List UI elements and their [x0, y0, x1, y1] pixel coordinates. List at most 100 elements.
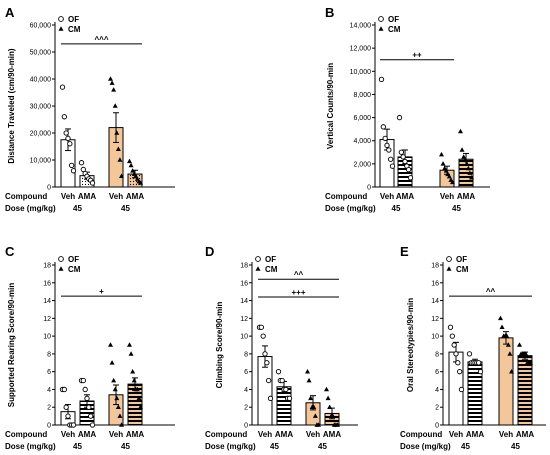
- y-tick-label: 2: [244, 405, 248, 412]
- data-point-OF: [400, 154, 406, 160]
- compound-row-label: Compound: [325, 192, 367, 201]
- data-point-OF: [406, 166, 412, 173]
- y-tick-label: 14,000: [350, 23, 372, 30]
- y-tick-label: 6: [435, 369, 439, 376]
- y-tick-label: 2: [435, 405, 439, 412]
- x-category-label: AMA: [466, 430, 484, 439]
- y-tick-label: 0: [367, 185, 371, 192]
- y-tick-label: 2: [47, 405, 51, 412]
- data-point-CM: [528, 360, 533, 365]
- legend-CM-marker: [446, 266, 452, 271]
- significance-marker: ^^: [294, 270, 304, 279]
- y-tick-label: 14: [431, 298, 439, 305]
- data-point-OF: [396, 114, 403, 121]
- y-axis-label: Oral Stereotypies/90-min: [406, 298, 415, 392]
- data-point-CM: [465, 165, 471, 171]
- data-point-OF: [447, 324, 454, 330]
- y-axis-label: Distance Traveled (cm/90-min): [7, 48, 16, 163]
- data-point-OF: [458, 386, 465, 393]
- data-point-OF: [384, 142, 390, 148]
- data-point-OF: [88, 413, 94, 419]
- bar-CM-Veh: [498, 337, 514, 426]
- legend-OF-marker: [446, 256, 452, 262]
- data-point-OF: [70, 168, 77, 174]
- y-tick-label: 10: [431, 334, 439, 341]
- data-point-OF: [80, 377, 86, 384]
- panel-A: A 0 10,000 20,000 30,000 40,000 50,000 60,000 Di…: [5, 5, 175, 213]
- data-point-OF: [260, 333, 266, 339]
- x-category-label: Veh: [61, 430, 75, 439]
- data-point-CM: [117, 413, 123, 418]
- data-point-CM: [330, 413, 336, 418]
- data-point-CM: [128, 351, 134, 356]
- data-point-OF: [59, 84, 66, 90]
- y-tick-label: 12: [43, 316, 51, 323]
- legend-OF-label: OF: [68, 15, 79, 24]
- x-category-label: AMA: [516, 430, 534, 439]
- data-point-OF: [266, 377, 272, 384]
- data-point-CM: [439, 151, 444, 157]
- y-tick-label: 16: [431, 280, 439, 287]
- significance-marker: +++: [291, 288, 305, 297]
- data-point-CM: [108, 76, 113, 81]
- y-tick-label: 0: [244, 423, 248, 430]
- data-point-CM: [131, 377, 137, 383]
- dose-label: 45: [270, 442, 279, 451]
- x-category-label: AMA: [275, 430, 293, 439]
- y-tick-label: 6: [47, 369, 51, 376]
- data-point-CM: [462, 157, 468, 163]
- data-point-OF: [70, 422, 77, 428]
- data-point-CM: [324, 386, 329, 392]
- y-tick-label: 18: [43, 263, 51, 270]
- data-point-OF: [69, 162, 75, 169]
- data-point-OF: [386, 147, 392, 153]
- panel-label: E: [400, 244, 409, 259]
- data-point-OF: [78, 160, 85, 166]
- data-point-OF: [61, 386, 67, 393]
- data-point-CM: [136, 395, 142, 401]
- data-point-OF: [453, 351, 459, 357]
- data-point-CM: [109, 80, 115, 85]
- legend-OF-label: OF: [388, 15, 399, 24]
- x-category-label: AMA: [323, 430, 341, 439]
- dose-label: 45: [73, 204, 82, 213]
- data-point-CM: [509, 368, 514, 374]
- data-point-OF: [89, 180, 96, 186]
- data-point-CM: [130, 368, 136, 374]
- y-tick-label: 12: [240, 316, 248, 323]
- legend-OF-label: OF: [68, 255, 79, 264]
- y-tick-label: 12: [431, 316, 439, 323]
- data-point-CM: [112, 386, 118, 392]
- data-point-OF: [262, 351, 268, 357]
- data-point-CM: [308, 395, 314, 401]
- y-tick-label: 10: [240, 334, 248, 341]
- data-point-OF: [402, 158, 408, 165]
- data-point-CM: [446, 173, 452, 179]
- data-point-OF: [378, 76, 385, 83]
- data-point-CM: [461, 154, 467, 159]
- significance-marker: +: [99, 287, 104, 296]
- legend-OF-marker: [58, 256, 64, 262]
- x-category-label: Veh: [258, 430, 272, 439]
- y-tick-label: 30,000: [30, 104, 52, 111]
- data-point-CM: [440, 161, 446, 166]
- x-category-label: AMA: [457, 192, 475, 201]
- x-category-label: AMA: [126, 192, 144, 201]
- data-point-CM: [117, 157, 123, 162]
- y-tick-label: 0: [435, 423, 439, 430]
- x-category-label: Veh: [306, 430, 320, 439]
- legend-OF-marker: [255, 256, 261, 262]
- y-tick-label: 16: [240, 280, 248, 287]
- data-point-OF: [407, 175, 414, 181]
- data-point-CM: [316, 422, 321, 427]
- data-point-OF: [449, 333, 455, 339]
- data-point-CM: [467, 170, 473, 175]
- data-point-CM: [119, 173, 124, 178]
- data-point-CM: [114, 130, 120, 135]
- data-point-OF: [275, 369, 282, 375]
- data-point-OF: [389, 163, 396, 169]
- data-point-OF: [398, 149, 404, 155]
- data-point-CM: [443, 168, 449, 173]
- legend-OF-label: OF: [265, 255, 276, 264]
- legend-CM-marker: [255, 266, 261, 271]
